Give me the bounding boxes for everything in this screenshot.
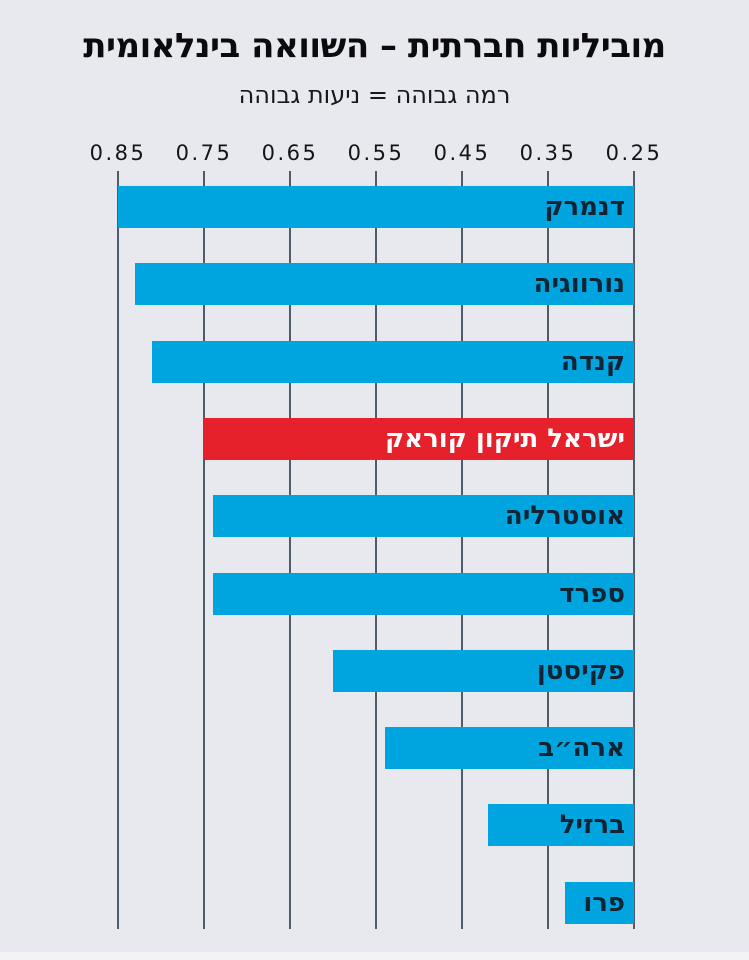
bar-denmark: דנמרק	[118, 186, 634, 228]
bar-australia: אוסטרליה	[212, 495, 634, 537]
axis-tick-label: 0.75	[175, 141, 233, 165]
bar-brazil: ברזיל	[487, 804, 634, 846]
gridline	[633, 171, 635, 929]
bar-label-denmark: דנמרק	[544, 192, 625, 222]
bar-label-israel: ישראל תיקון קוראק	[385, 424, 625, 454]
axis-tick-label: 0.65	[261, 141, 319, 165]
footer-strip	[0, 952, 749, 960]
bar-usa: ארה״ב	[384, 727, 634, 769]
gridline	[547, 171, 549, 929]
gridline	[117, 171, 119, 929]
bar-label-pakistan: פקיסטן	[536, 656, 625, 686]
axis-tick-label: 0.45	[433, 141, 491, 165]
bar-label-norway: נורווגיה	[533, 269, 625, 299]
bar-norway: נורווגיה	[135, 263, 634, 305]
bar-peru: פרו	[565, 882, 634, 924]
axis-tick-label: 0.85	[89, 141, 147, 165]
axis-tick-label: 0.25	[605, 141, 663, 165]
bar-spain: ספרד	[212, 573, 634, 615]
bar-label-peru: פרו	[583, 888, 625, 918]
gridline	[203, 171, 205, 929]
chart-title: מוביליות חברתית – השוואה בינלאומית	[83, 26, 666, 66]
gridline	[289, 171, 291, 929]
bar-pakistan: פקיסטן	[333, 650, 634, 692]
value-axis: 0.85 0.75 0.65 0.55 0.45 0.35 0.25	[90, 141, 660, 167]
chart-subtitle: רמה גבוהה = ניעות גבוהה	[238, 81, 511, 109]
bar-label-australia: אוסטרליה	[504, 501, 625, 531]
plot-area: דנמרק נורווגיה קנדה ישראל תיקון קוראק או…	[117, 171, 635, 929]
bar-label-spain: ספרד	[559, 579, 625, 609]
bar-label-canada: קנדה	[560, 347, 625, 377]
gridline	[461, 171, 463, 929]
axis-tick-label: 0.55	[347, 141, 405, 165]
bar-israel-highlight: ישראל תיקון קוראק	[204, 418, 634, 460]
bar-canada: קנדה	[152, 341, 634, 383]
bar-label-usa: ארה״ב	[538, 733, 625, 763]
gridline	[375, 171, 377, 929]
axis-tick-label: 0.35	[519, 141, 577, 165]
bar-label-brazil: ברזיל	[559, 810, 625, 840]
